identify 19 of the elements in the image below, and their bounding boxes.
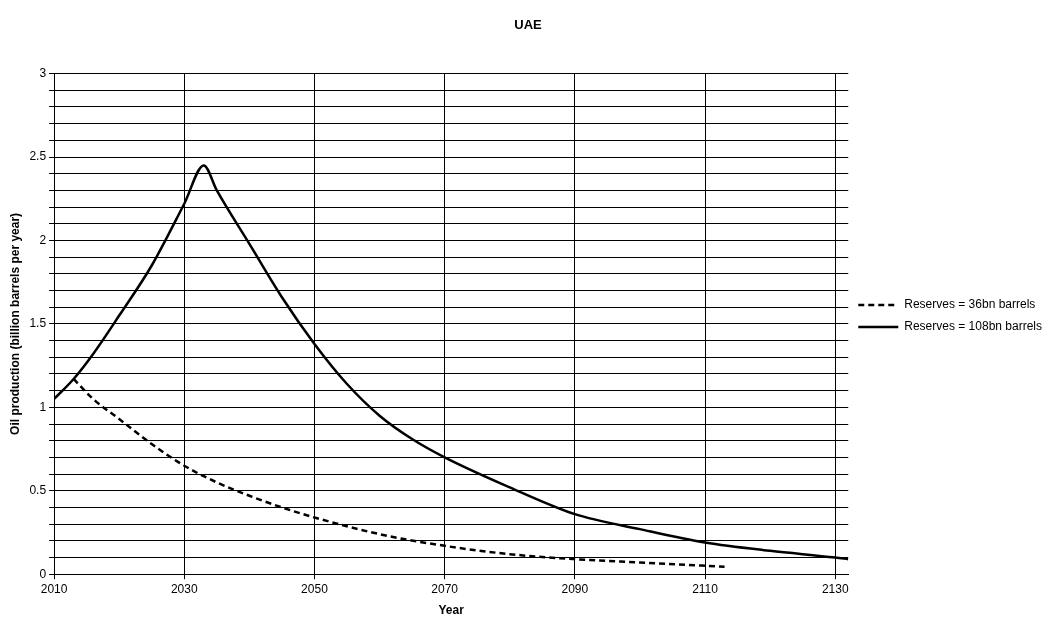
- chart-title: UAE: [514, 17, 543, 33]
- x-axis-title: Year: [438, 603, 465, 618]
- y-axis-title: Oil production (billion barrels per year): [7, 212, 22, 435]
- y-tick-label: 0: [39, 566, 47, 581]
- legend-label: Reserves = 108bn barrels: [904, 319, 1043, 334]
- y-tick-label: 1.5: [29, 316, 47, 331]
- legend-label: Reserves = 36bn barrels: [904, 297, 1036, 312]
- y-tick-label: 0.5: [29, 483, 47, 498]
- x-tick-label: 2030: [170, 581, 198, 596]
- x-tick-label: 2070: [431, 581, 459, 596]
- x-tick-label: 2110: [692, 581, 719, 596]
- y-tick-label: 3: [39, 65, 47, 80]
- x-tick-label: 2010: [40, 581, 68, 596]
- x-tick-label: 2090: [561, 581, 589, 596]
- y-tick-label: 2.5: [29, 149, 47, 164]
- x-tick-label: 2130: [821, 581, 849, 596]
- y-tick-label: 1: [39, 399, 47, 414]
- y-tick-label: 2: [39, 232, 47, 247]
- x-tick-label: 2050: [301, 581, 329, 596]
